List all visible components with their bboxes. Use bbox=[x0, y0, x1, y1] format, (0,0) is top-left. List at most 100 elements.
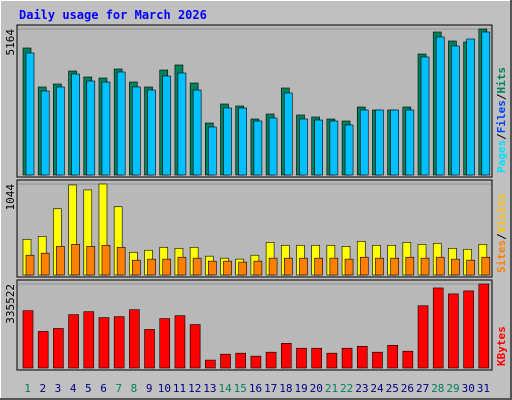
bar bbox=[448, 293, 459, 369]
x-tick-label: 27 bbox=[416, 382, 429, 395]
x-tick-label: 16 bbox=[249, 382, 262, 395]
bar bbox=[68, 314, 79, 369]
bar bbox=[25, 254, 35, 276]
x-tick-label: 21 bbox=[325, 382, 338, 395]
bar bbox=[22, 310, 34, 369]
bar bbox=[451, 45, 460, 176]
x-tick-label: 22 bbox=[340, 382, 353, 395]
bar bbox=[299, 118, 308, 176]
bar bbox=[147, 89, 156, 176]
x-tick-label: 25 bbox=[386, 382, 399, 395]
x-tick-label: 17 bbox=[264, 382, 277, 395]
bar bbox=[223, 260, 232, 276]
bar bbox=[359, 256, 369, 276]
x-tick-label: 18 bbox=[279, 382, 292, 395]
bar bbox=[268, 257, 278, 276]
bar bbox=[359, 109, 369, 176]
bar bbox=[481, 256, 491, 276]
bar bbox=[405, 256, 415, 276]
legend: Pages/Files/Hits bbox=[495, 67, 508, 173]
bar bbox=[238, 107, 248, 176]
legend-entry: Files bbox=[495, 100, 508, 133]
x-tick-label: 2 bbox=[39, 382, 46, 395]
bar bbox=[268, 117, 278, 176]
bar bbox=[71, 73, 80, 176]
bar bbox=[86, 246, 96, 276]
bar bbox=[223, 107, 232, 176]
bar bbox=[235, 352, 247, 369]
x-tick-label: 20 bbox=[310, 382, 323, 395]
y-tick-label: 335522 bbox=[4, 284, 17, 324]
bar bbox=[326, 352, 338, 369]
bar bbox=[432, 287, 444, 369]
x-tick-label: 9 bbox=[146, 382, 153, 395]
bar bbox=[162, 75, 172, 176]
legend-separator: / bbox=[495, 93, 508, 100]
legend-entry: Pages bbox=[495, 140, 508, 173]
x-tick-label: 14 bbox=[218, 382, 232, 395]
bar bbox=[466, 38, 475, 176]
bar bbox=[208, 260, 217, 276]
bar bbox=[265, 351, 277, 369]
bar bbox=[86, 80, 96, 176]
bar bbox=[174, 315, 186, 369]
bar bbox=[220, 353, 231, 369]
legend-entry: Hits bbox=[495, 67, 508, 94]
bar bbox=[402, 350, 414, 369]
bar bbox=[390, 257, 399, 276]
bar bbox=[56, 86, 65, 176]
bar bbox=[177, 72, 187, 176]
x-tick-label: 15 bbox=[234, 382, 247, 395]
bar bbox=[375, 109, 384, 176]
x-tick-label: 19 bbox=[294, 382, 307, 395]
bar bbox=[37, 331, 49, 369]
bar bbox=[192, 257, 202, 276]
legend-separator: / bbox=[495, 233, 508, 240]
x-tick-label: 29 bbox=[446, 382, 459, 395]
bar bbox=[25, 52, 35, 176]
bar bbox=[205, 359, 216, 369]
bar bbox=[147, 258, 156, 276]
bar bbox=[296, 347, 307, 369]
bar bbox=[405, 109, 415, 176]
bar bbox=[344, 258, 354, 276]
x-tick-label: 26 bbox=[401, 382, 414, 395]
bar bbox=[451, 258, 460, 276]
bar bbox=[132, 259, 141, 276]
bar bbox=[40, 252, 50, 276]
bar bbox=[417, 305, 429, 369]
x-tick-label: 12 bbox=[188, 382, 201, 395]
bar bbox=[83, 311, 95, 369]
bar bbox=[71, 244, 80, 276]
bar bbox=[162, 258, 172, 276]
x-tick-label: 8 bbox=[131, 382, 138, 395]
bar bbox=[466, 259, 475, 276]
bar bbox=[116, 71, 126, 176]
x-tick-label: 23 bbox=[355, 382, 368, 395]
bar bbox=[56, 246, 65, 276]
bar bbox=[144, 329, 155, 369]
x-tick-label: 24 bbox=[370, 382, 384, 395]
bar bbox=[116, 246, 126, 276]
x-tick-label: 13 bbox=[203, 382, 216, 395]
x-tick-label: 1 bbox=[24, 382, 31, 395]
x-tick-label: 10 bbox=[158, 382, 171, 395]
x-tick-label: 5 bbox=[85, 382, 92, 395]
x-tick-label: 11 bbox=[173, 382, 186, 395]
bar bbox=[329, 120, 339, 176]
bar bbox=[387, 344, 398, 369]
bar bbox=[372, 351, 383, 369]
bar bbox=[344, 124, 354, 176]
bar bbox=[192, 89, 202, 176]
bar bbox=[132, 86, 141, 176]
x-tick-label: 4 bbox=[70, 382, 77, 395]
bar bbox=[283, 92, 293, 176]
x-tick-label: 3 bbox=[55, 382, 62, 395]
legend: Sites/Visits bbox=[495, 194, 508, 274]
x-tick-label: 28 bbox=[431, 382, 444, 395]
x-tick-label: 30 bbox=[462, 382, 475, 395]
bar bbox=[129, 309, 140, 369]
bar bbox=[390, 109, 399, 176]
